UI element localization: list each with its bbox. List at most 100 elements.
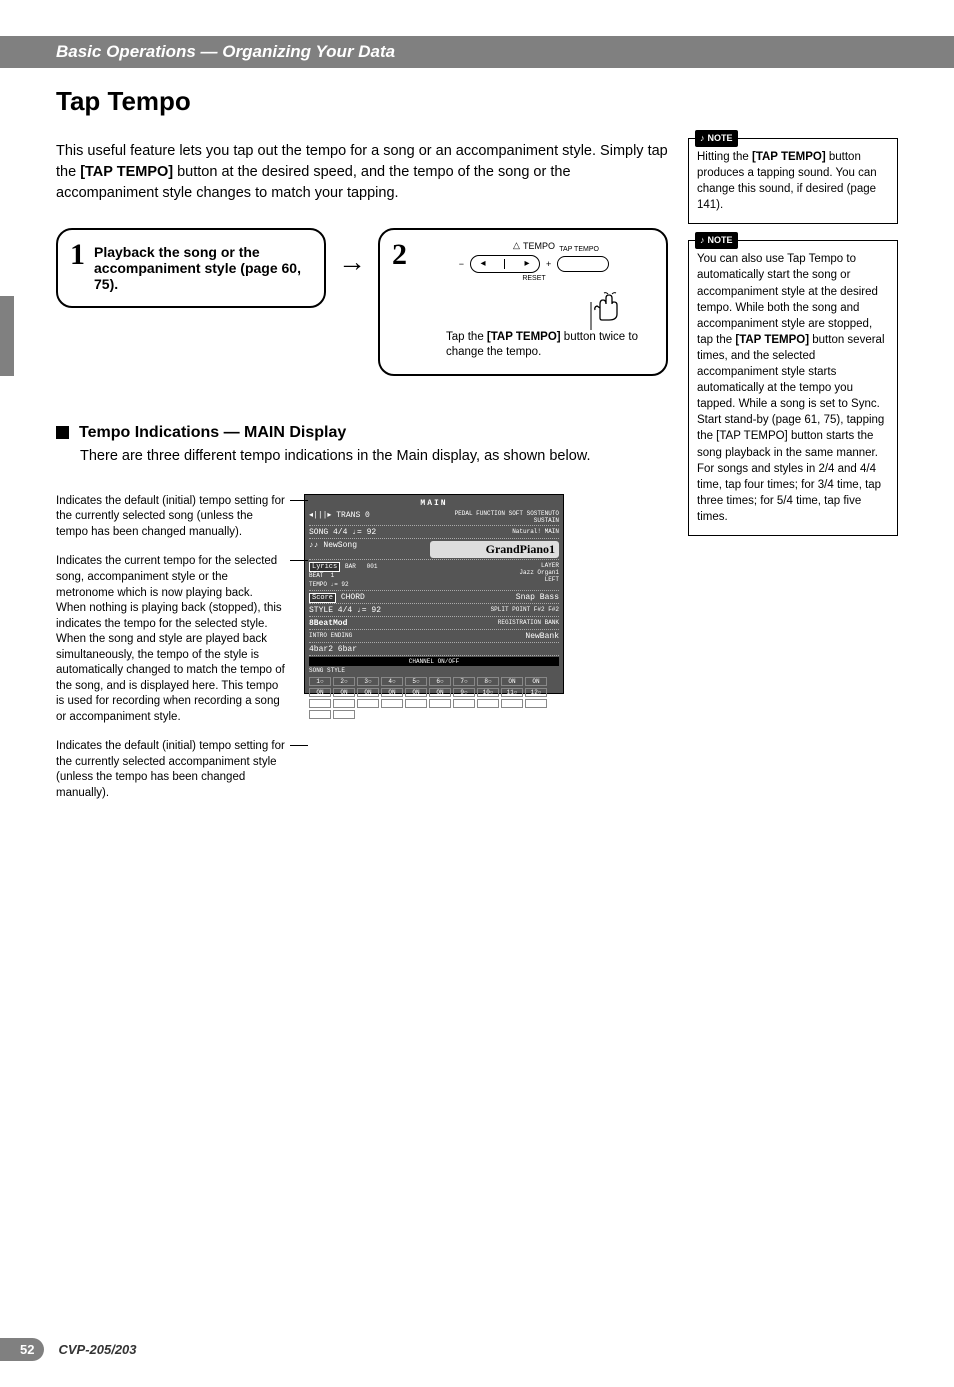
channel-cell: 14○ [333, 699, 355, 708]
channel-cell: 11○ [501, 688, 523, 697]
channel-cell: 7○ [453, 677, 475, 686]
tap-tempo-button [557, 256, 609, 272]
md-row-3: ♪♪ NewSongGrandPiano1 [309, 540, 559, 560]
step-2-number: 2 [392, 238, 407, 272]
reset-label: RESET [522, 275, 545, 282]
square-bullet-icon [56, 426, 69, 439]
md-r6-l: STYLE 4/4 ♩= 92 [309, 606, 434, 615]
channel-cell: 1○ [309, 677, 331, 686]
step-2-caption: Tap the [TAP TEMPO] button twice to chan… [416, 330, 652, 360]
tempo-panel: △ TEMPO − ◂ ▸ + TAP TEMPO [416, 240, 652, 322]
channel-cell: 2○ [333, 677, 355, 686]
callouts-column: Indicates the default (initial) tempo se… [56, 494, 286, 815]
note-box-1: NOTE Hitting the [TAP TEMPO] button prod… [688, 138, 898, 224]
pointer-line [590, 302, 592, 330]
channel-cell: 16○ [381, 699, 403, 708]
page-content: Tap Tempo This useful feature lets you t… [0, 68, 954, 815]
caption-a: Tap the [446, 331, 487, 343]
md-r5-r: Snap Bass [434, 593, 559, 602]
md-r4-l: Lyrics BAR 001 BEAT 1 TEMPO ♩= 92 [309, 562, 434, 589]
main-column: Tap Tempo This useful feature lets you t… [56, 68, 668, 815]
md-title: MAIN [309, 499, 559, 508]
note1-a: Hitting the [697, 151, 752, 163]
md-r1-l: ◂|||▸ TRANS 0 [309, 510, 434, 524]
tap-tempo-wrap: TAP TEMPO [557, 256, 609, 272]
intro-paragraph: This useful feature lets you tap out the… [56, 141, 668, 204]
tempo-minus: − [459, 259, 464, 269]
channel-cell: 4○ [381, 677, 403, 686]
md-row-8: INTRO ENDINGNewBank [309, 631, 559, 643]
channel-cell: ON [453, 699, 475, 708]
md-row-4: Lyrics BAR 001 BEAT 1 TEMPO ♩= 92LAYER J… [309, 561, 559, 591]
md-r8-r: NewBank [434, 632, 559, 641]
md-r1-r: PEDAL FUNCTION SOFT SOSTENUTO SUSTAIN [434, 510, 559, 524]
note-box-2: NOTE You can also use Tap Tempo to autom… [688, 240, 898, 536]
page-footer: 52 CVP-205/203 [0, 1338, 137, 1361]
tempo-slider: ◂ ▸ [470, 255, 540, 273]
md-r9-l: 4bar2 6bar [309, 645, 559, 654]
step-1-box: 1 Playback the song or the accompaniment… [56, 228, 326, 308]
callout-1: Indicates the default (initial) tempo se… [56, 494, 286, 541]
channel-cell: ON [477, 699, 499, 708]
caption-b: [TAP TEMPO] [487, 331, 561, 343]
intro-button-ref: [TAP TEMPO] [80, 164, 173, 180]
step-2-box: 2 △ TEMPO − ◂ ▸ + [378, 228, 668, 376]
md-r2-l: SONG 4/4 ♩= 92 [309, 528, 434, 537]
md-row-2: SONG 4/4 ♩= 92Natural! MAIN [309, 527, 559, 539]
subsection-heading: Tempo Indications — MAIN Display [79, 424, 346, 442]
model-label: CVP-205/203 [58, 1342, 136, 1357]
channel-cell: ON [405, 688, 427, 697]
side-column: NOTE Hitting the [TAP TEMPO] button prod… [688, 68, 898, 815]
md-r8-l: INTRO ENDING [309, 632, 434, 641]
tempo-label: △ TEMPO [513, 240, 555, 251]
lyrics-button: Lyrics [309, 562, 340, 572]
callout-2: Indicates the current tempo for the sele… [56, 554, 286, 725]
channel-cell: 8○ [477, 677, 499, 686]
note-tag-2: NOTE [695, 232, 738, 249]
main-display-screenshot: MAIN ◂|||▸ TRANS 0PEDAL FUNCTION SOFT SO… [304, 494, 564, 694]
md-r7-l: 8BeatMod [309, 619, 434, 628]
channel-cell: ON [525, 699, 547, 708]
md-row-6: STYLE 4/4 ♩= 92SPLIT POINT F#2 F#2 [309, 605, 559, 617]
section-title: Tap Tempo [56, 86, 668, 117]
channel-cell: ON [501, 677, 523, 686]
channel-cell: ON [357, 688, 379, 697]
subsection-header-row: Tempo Indications — MAIN Display [56, 424, 668, 442]
page-number: 52 [0, 1338, 44, 1361]
channel-cell: 12○ [525, 688, 547, 697]
tempo-label-text: TEMPO [523, 241, 555, 251]
steps-row: 1 Playback the song or the accompaniment… [56, 228, 668, 376]
md-tabs: SONG STYLE [309, 667, 559, 674]
md-r5-l: Score CHORD [309, 593, 434, 602]
note2-a: You can also use Tap Tempo to automatica… [697, 253, 878, 345]
tap-tempo-label: TAP TEMPO [559, 246, 599, 253]
channel-cell: ON [333, 688, 355, 697]
md-r5-text: CHORD [341, 593, 365, 602]
slider-back-icon: ◂ [480, 259, 485, 269]
md-row-5: Score CHORDSnap Bass [309, 592, 559, 604]
channel-cell: ON [429, 688, 451, 697]
tempo-controls-row: − ◂ ▸ + TAP TEMPO [459, 255, 610, 273]
md-r3-big: GrandPiano1 [430, 541, 559, 558]
channel-cell: ON [501, 699, 523, 708]
channel-cell: 6○ [429, 677, 451, 686]
subsection-text: There are three different tempo indicati… [80, 448, 668, 464]
callout-3: Indicates the default (initial) tempo se… [56, 739, 286, 801]
note2-b: [TAP TEMPO] [735, 334, 809, 346]
channel-cell: ON [309, 688, 331, 697]
note2-c: button several times, and the selected a… [697, 334, 885, 523]
arrow-icon: → [338, 246, 366, 278]
md-r7-r: REGISTRATION BANK [434, 619, 559, 628]
channel-cell: ON [333, 710, 355, 719]
channel-cell: 10○ [477, 688, 499, 697]
channel-cell: ON [405, 699, 427, 708]
md-r2-r: Natural! MAIN [434, 528, 559, 537]
channel-header: CHANNEL ON/OFF [309, 657, 559, 666]
score-button: Score [309, 593, 336, 603]
channel-cell: 15○ [357, 699, 379, 708]
display-area: Indicates the default (initial) tempo se… [56, 494, 668, 815]
channel-cell: 13○ [309, 699, 331, 708]
slider-play-icon: ▸ [524, 259, 529, 269]
channel-grid: 1○2○3○4○5○6○7○8○ONONONONONONONON9○10○11○… [309, 677, 559, 719]
note1-b: [TAP TEMPO] [752, 151, 826, 163]
